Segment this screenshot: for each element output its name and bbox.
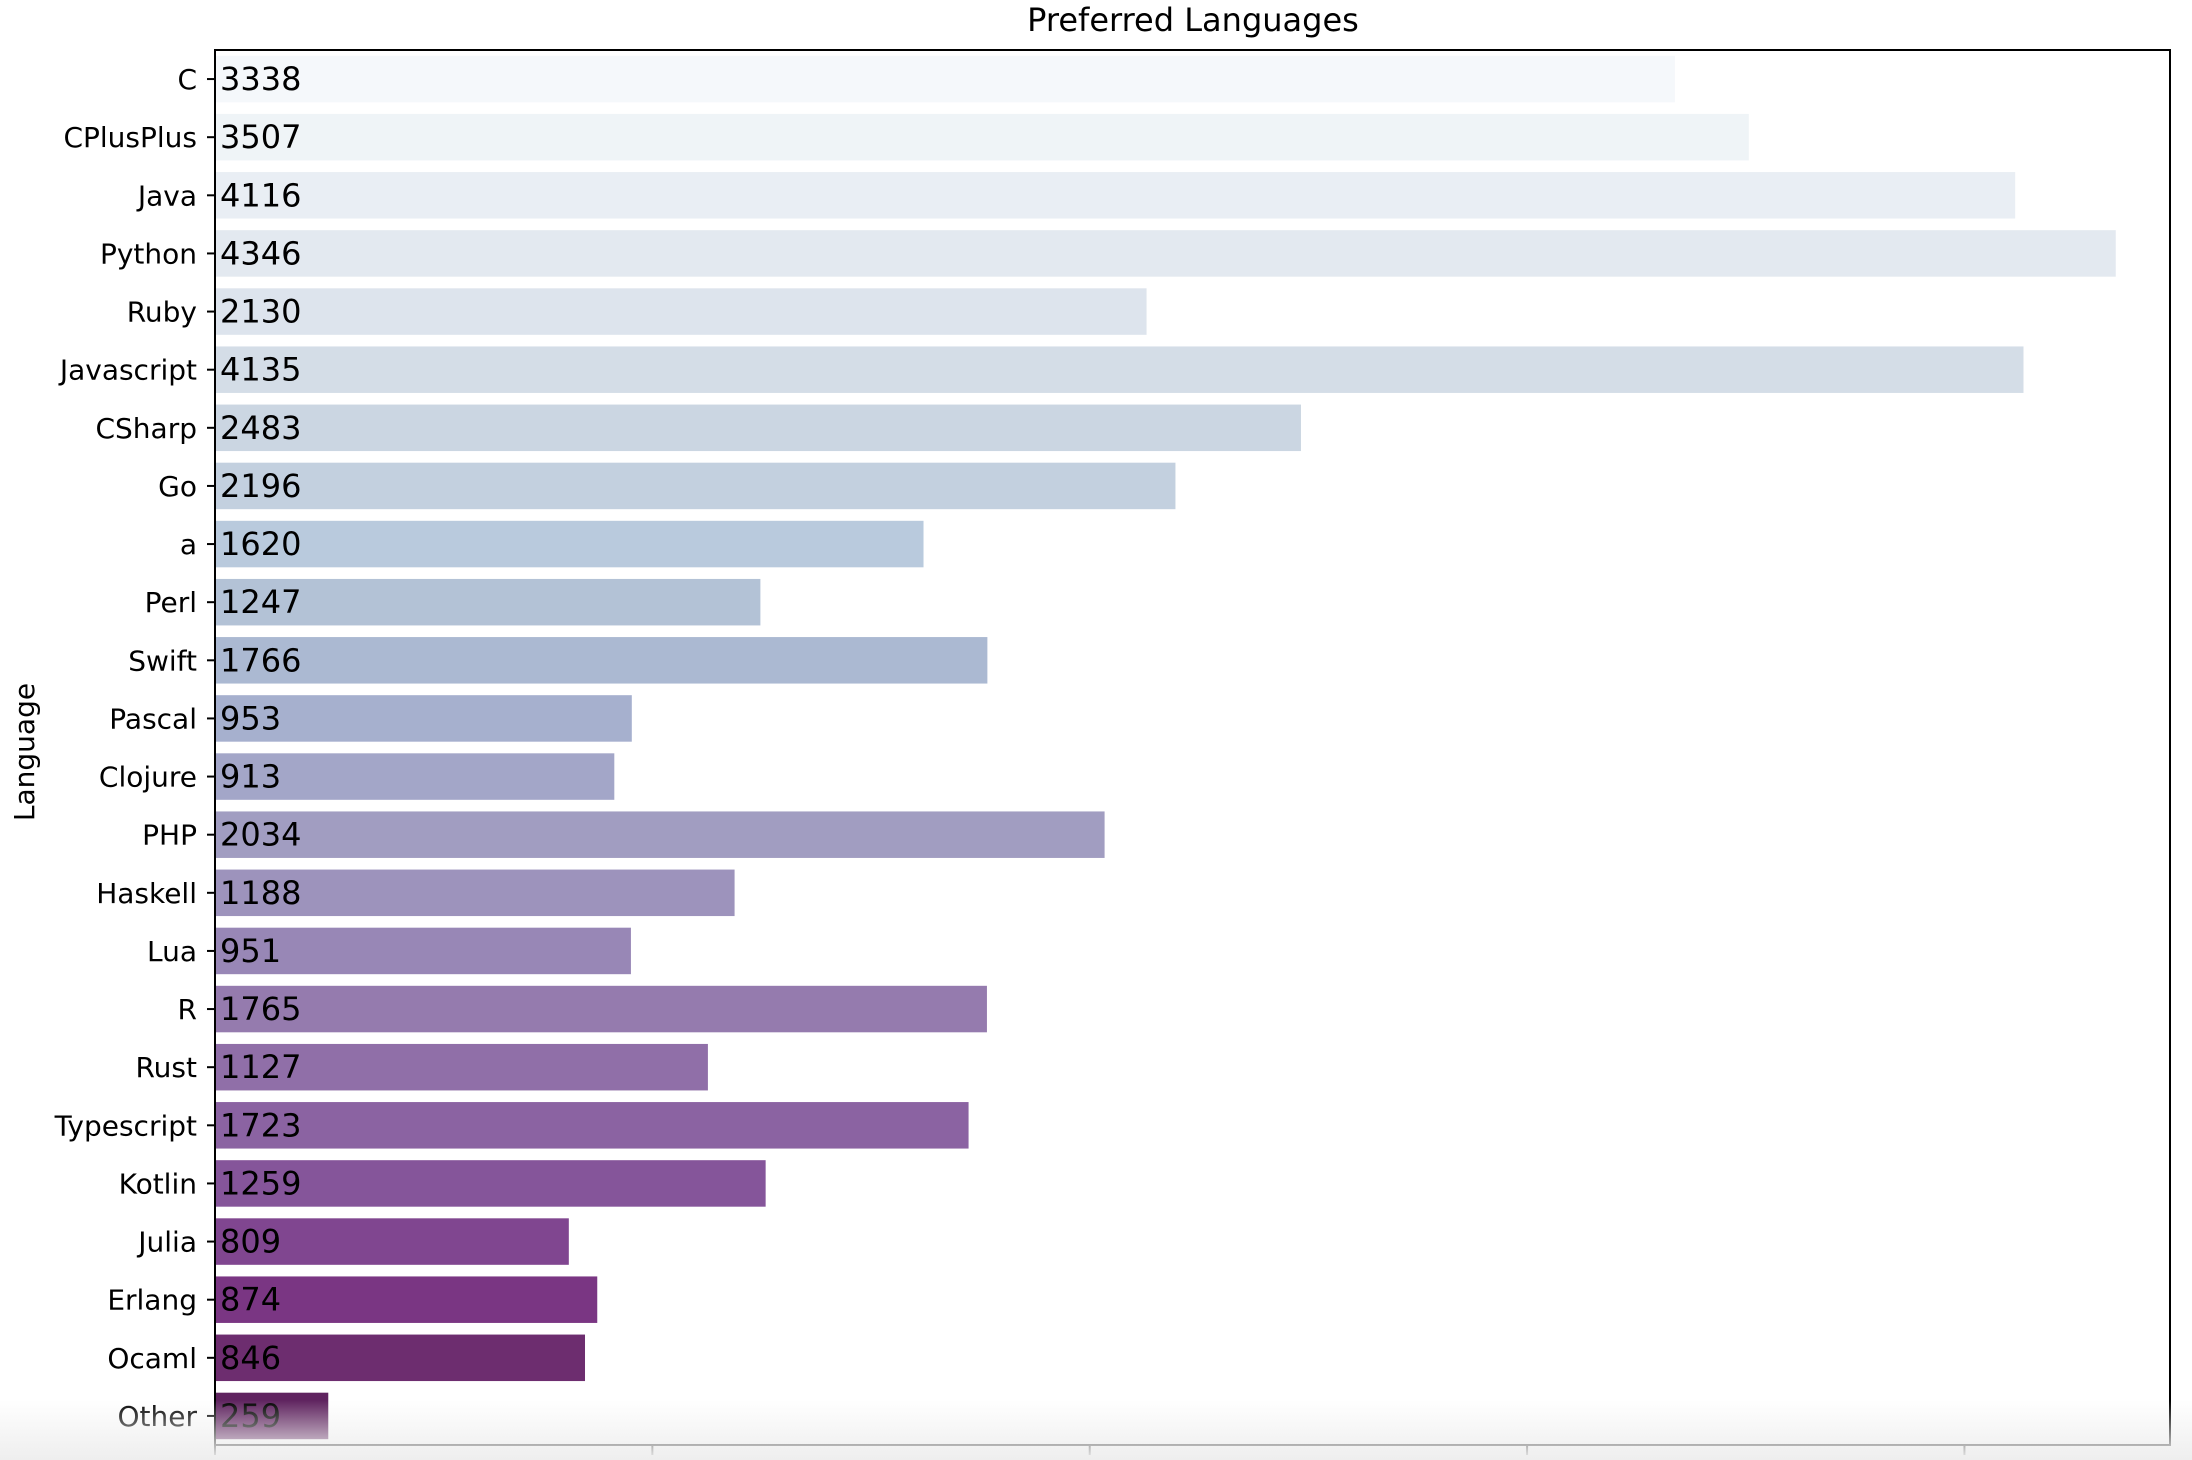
bar [215, 288, 1147, 335]
bar-value-label: 953 [220, 699, 281, 737]
y-tick-label: Other [117, 1400, 197, 1433]
bar [215, 578, 761, 626]
bar-value-label: 3507 [220, 118, 301, 156]
bar [215, 462, 1176, 510]
bar [215, 55, 1675, 103]
y-tick-label: Erlang [107, 1284, 197, 1317]
bar-value-label: 1766 [220, 641, 301, 679]
y-tick-label: Javascript [58, 354, 197, 387]
bar [215, 811, 1105, 858]
bar-value-label: 1620 [220, 525, 301, 563]
bar-value-label: 1259 [220, 1164, 301, 1202]
y-tick-label: Kotlin [119, 1167, 197, 1200]
y-tick-label: C [177, 63, 197, 96]
bar-value-label: 809 [220, 1223, 281, 1261]
bar-value-label: 2034 [220, 816, 301, 854]
bar [215, 1218, 569, 1265]
bar [215, 869, 735, 917]
y-tick-label: Perl [145, 586, 197, 619]
y-tick-label: Haskell [96, 877, 197, 910]
bar-value-label: 4116 [220, 176, 301, 214]
bar [215, 346, 2024, 393]
y-tick-label: Python [100, 237, 197, 270]
bar-value-label: 4135 [220, 351, 301, 389]
bar-value-label: 1127 [220, 1048, 301, 1086]
y-tick-label: Julia [136, 1226, 197, 1259]
bar [215, 1334, 586, 1382]
bar [215, 927, 631, 975]
y-tick-label: Java [136, 179, 197, 212]
bar [215, 1102, 969, 1149]
bar-value-label: 1723 [220, 1106, 301, 1144]
y-axis-ticks: C CPlusPlus Java Python Ruby Javascript CSharp… [54, 63, 215, 1433]
bar-value-label: 3338 [220, 60, 301, 98]
bar-value-label: 1247 [220, 583, 301, 621]
y-tick-label: Ruby [127, 296, 197, 329]
y-tick-label: CPlusPlus [63, 121, 197, 154]
bar-value-label: 2483 [220, 409, 301, 447]
bar [215, 230, 2116, 277]
y-tick-label: Swift [128, 644, 197, 677]
bar [215, 1043, 708, 1091]
y-tick-label: PHP [142, 819, 197, 852]
y-tick-label: Lua [147, 935, 197, 968]
bar-value-label: 951 [220, 932, 281, 970]
bar-value-label: 846 [220, 1339, 281, 1377]
bar-value-label: 1188 [220, 874, 301, 912]
x-axis-ticks [214, 1445, 1966, 1455]
bar [215, 172, 2016, 219]
bar-value-label: 913 [220, 758, 281, 796]
y-tick-label: Pascal [109, 702, 197, 735]
bar [215, 753, 615, 800]
bar [215, 637, 988, 684]
bar-value-label: 259 [220, 1397, 281, 1435]
y-tick-label: Ocaml [107, 1342, 197, 1375]
y-tick-label: Typescript [54, 1109, 197, 1142]
bar [215, 985, 987, 1033]
bar [215, 520, 924, 568]
y-tick-label: a [180, 528, 197, 561]
y-tick-label: Rust [135, 1051, 197, 1084]
bar-value-label: 2196 [220, 467, 301, 505]
y-tick-label: Go [158, 470, 197, 503]
y-axis-label: Language [8, 683, 41, 821]
bar-value-label: 1765 [220, 990, 301, 1028]
bar [215, 404, 1301, 452]
bar [215, 1276, 598, 1323]
bar [215, 113, 1749, 161]
bar-value-label: 4346 [220, 234, 301, 272]
chart-title: Preferred Languages [1027, 1, 1359, 39]
bar [215, 1160, 766, 1207]
y-tick-label: CSharp [95, 412, 197, 445]
y-tick-label: R [178, 993, 197, 1026]
bars-group: 3338 3507 4116 4346 2130 4135 2483 2196 1620 1247… [215, 55, 2116, 1440]
y-tick-label: Clojure [99, 761, 197, 794]
bar [215, 695, 632, 742]
bar-value-label: 2130 [220, 293, 301, 331]
bar-value-label: 874 [220, 1281, 281, 1319]
